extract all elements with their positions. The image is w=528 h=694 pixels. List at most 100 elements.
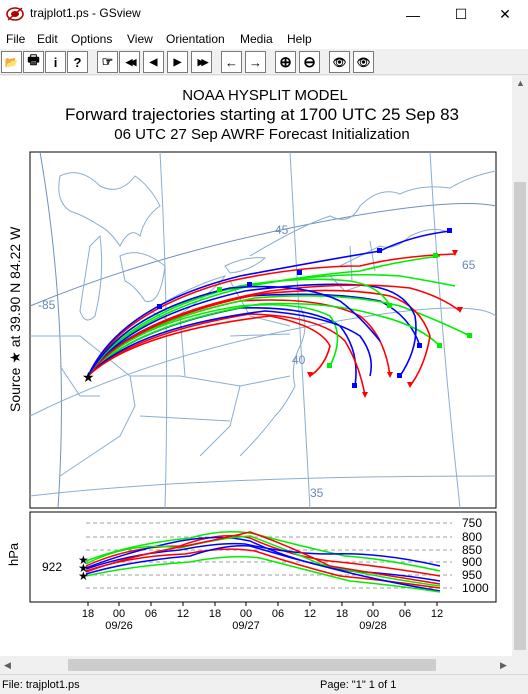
last-page-icon: ▶▶	[197, 56, 209, 67]
back-icon: ←	[225, 54, 238, 70]
title-bar: trajplot1.ps - GSview — ☐ ✕	[0, 0, 528, 29]
close-icon: ✕	[499, 6, 511, 22]
source-label: Source ★ at 39.90 N 84.22 W	[7, 226, 23, 412]
first-page-icon: ◀◀	[125, 56, 137, 67]
minimize-icon: —	[406, 6, 420, 23]
status-page: Page: "1" 1 of 1	[320, 679, 397, 691]
menu-bar: File Edit Options View Orientation Media…	[0, 29, 528, 49]
window-title: trajplot1.ps - GSview	[30, 6, 141, 20]
scroll-right-icon[interactable]: ▶	[500, 660, 507, 670]
svg-text:★: ★	[78, 561, 89, 575]
vertical-scrollbar[interactable]: ▲	[512, 76, 528, 656]
height-unit-label: hPa	[6, 542, 21, 566]
level-800: 800	[462, 530, 482, 544]
plot-title-line2: Forward trajectories starting at 1700 UT…	[65, 105, 459, 124]
time-tick: 18	[82, 608, 94, 620]
trajectory-lines	[87, 230, 471, 397]
time-tick: 06	[272, 608, 284, 620]
map-label-lat-35: 35	[310, 486, 324, 500]
time-axis-ticks	[87, 602, 438, 606]
last-page-button[interactable]: ▶▶	[191, 51, 212, 73]
forward-button[interactable]: →	[245, 51, 266, 73]
info-icon: i	[53, 54, 58, 70]
zoom-in-button[interactable]: ⊕	[275, 51, 296, 73]
open-icon: 📂	[4, 56, 19, 69]
time-tick: 12	[431, 608, 443, 620]
map-label-lon-85: -85	[38, 298, 56, 312]
print-icon: 🖶	[27, 52, 40, 67]
open-button[interactable]: 📂	[1, 51, 22, 73]
menu-file[interactable]: File	[6, 32, 26, 46]
level-850: 850	[462, 543, 482, 557]
date-label: 09/28	[359, 620, 387, 632]
map-label-lon-65: 65	[462, 258, 476, 272]
minimize-button[interactable]: —	[390, 0, 436, 29]
info-button[interactable]: i	[45, 51, 66, 73]
forward-icon: →	[249, 54, 262, 70]
trajectory-plot: NOAA HYSPLIT MODEL Forward trajectories …	[6, 87, 497, 632]
maximize-button[interactable]: ☐	[438, 0, 484, 29]
zoom-out-icon: ⊖	[303, 54, 316, 71]
height-start-level: 922	[42, 560, 62, 574]
view-eye-button[interactable]: 👁	[329, 51, 350, 73]
menu-options[interactable]: Options	[71, 32, 113, 46]
first-page-button[interactable]: ◀◀	[119, 51, 140, 73]
next-page-button[interactable]: ▶	[167, 51, 188, 73]
horizontal-scroll-thumb[interactable]	[68, 659, 436, 671]
view-eye-full-button[interactable]: 👁	[353, 51, 374, 73]
horizontal-scrollbar[interactable]: ◀ ▶	[0, 656, 528, 674]
date-label: 09/26	[105, 620, 133, 632]
height-start-stars: ★ ★ ★	[78, 553, 89, 583]
menu-orientation[interactable]: Orientation	[166, 32, 225, 46]
print-button[interactable]: 🖶	[23, 51, 44, 73]
height-traces	[85, 531, 441, 593]
date-label: 09/27	[232, 620, 260, 632]
zoom-in-icon: ⊕	[279, 54, 292, 71]
prev-page-button[interactable]: ◀	[143, 51, 164, 73]
level-900: 900	[462, 555, 482, 569]
status-file: File: trajplot1.ps	[2, 679, 80, 691]
close-button[interactable]: ✕	[482, 0, 528, 29]
status-bar: File: trajplot1.ps Page: "1" 1 of 1	[0, 674, 528, 694]
goto-page-icon: ☞	[101, 54, 114, 69]
menu-view[interactable]: View	[127, 32, 153, 46]
map-label-lat-40: 40	[292, 353, 306, 367]
maximize-icon: ☐	[454, 6, 468, 22]
source-star-icon: ★	[82, 369, 95, 385]
level-950: 950	[462, 568, 482, 582]
map-label-lat-45: 45	[275, 223, 289, 237]
scroll-left-icon[interactable]: ◀	[4, 660, 11, 670]
time-tick: 00	[367, 608, 379, 620]
svg-text:★: ★	[78, 569, 89, 583]
menu-edit[interactable]: Edit	[37, 32, 58, 46]
scroll-up-icon[interactable]: ▲	[516, 78, 525, 88]
vertical-scroll-thumb[interactable]	[514, 182, 526, 650]
view-eye-icon: 👁	[332, 56, 347, 69]
svg-text:★: ★	[78, 553, 89, 567]
menu-media[interactable]: Media	[240, 32, 273, 46]
prev-page-icon: ◀	[149, 56, 158, 68]
next-page-icon: ▶	[173, 56, 182, 68]
level-750: 750	[462, 516, 482, 530]
help-button[interactable]: ?	[67, 51, 88, 73]
help-icon: ?	[73, 54, 82, 70]
time-tick: 18	[209, 608, 221, 620]
time-tick: 12	[304, 608, 316, 620]
plot-title-line1: NOAA HYSPLIT MODEL	[182, 87, 348, 104]
plot-title-line3: 06 UTC 27 Sep AWRF Forecast Initializati…	[114, 126, 409, 143]
time-axis-labels: 18 00 06 12 18 00 06 12 18 00 06 12 09/2…	[82, 608, 443, 632]
time-tick: 00	[240, 608, 252, 620]
menu-help[interactable]: Help	[287, 32, 312, 46]
back-button[interactable]: ←	[221, 51, 242, 73]
toolbar: 📂 🖶 i ? ☞ ◀◀ ◀ ▶ ▶▶ ← → ⊕ ⊖ 👁 👁	[0, 49, 528, 75]
height-level-labels: 750 800 850 900 950 1000	[462, 516, 489, 595]
view-eye-full-icon: 👁	[356, 56, 371, 69]
time-tick: 06	[145, 608, 157, 620]
time-tick: 18	[336, 608, 348, 620]
trajectory-markers	[157, 228, 472, 398]
zoom-out-button[interactable]: ⊖	[299, 51, 320, 73]
goto-page-button[interactable]: ☞	[97, 51, 118, 73]
time-tick: 00	[113, 608, 125, 620]
document-canvas[interactable]: NOAA HYSPLIT MODEL Forward trajectories …	[0, 76, 512, 656]
time-tick: 06	[399, 608, 411, 620]
